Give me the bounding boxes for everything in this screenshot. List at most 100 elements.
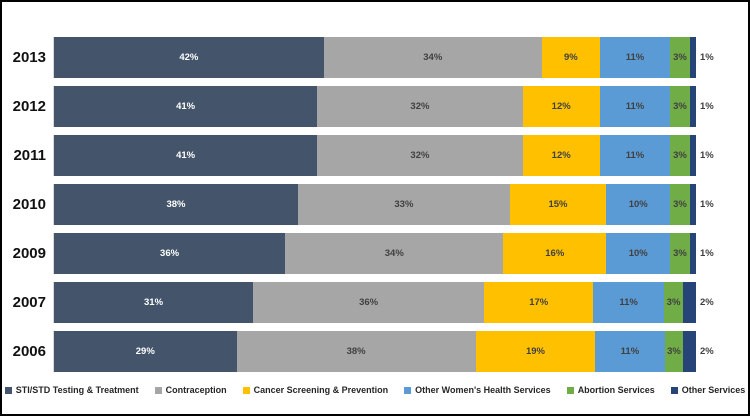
- legend-item-label: Contraception: [165, 385, 227, 395]
- bar-segment-sti-std-testing-treatment: 42%: [54, 37, 324, 78]
- legend-swatch-icon: [154, 386, 162, 394]
- segment-value-label: 10%: [628, 199, 648, 210]
- bar-segment-sti-std-testing-treatment: 36%: [54, 233, 286, 274]
- segment-value-label: 3%: [673, 52, 687, 63]
- bar-segment-cancer-screening-prevention: 12%: [522, 135, 600, 176]
- bar-segment-other-services: [683, 282, 697, 323]
- segment-value-label: 10%: [628, 248, 648, 259]
- segment-value-label: 36%: [359, 297, 379, 308]
- segment-value-label-outside: 1%: [700, 52, 714, 63]
- bar-segment-contraception: 32%: [317, 86, 523, 127]
- bar-segment-cancer-screening-prevention: 15%: [509, 184, 607, 225]
- legend-swatch-icon: [566, 386, 574, 394]
- bar-segment-abortion-services: 3%: [670, 37, 690, 78]
- year-label: 2007: [12, 294, 46, 311]
- segment-value-label: 34%: [384, 248, 404, 259]
- bar-segment-abortion-services: 3%: [670, 135, 690, 176]
- segment-value-label: 32%: [410, 101, 430, 112]
- segment-value-label: 3%: [667, 346, 681, 357]
- segment-value-label: 3%: [673, 248, 687, 259]
- bar-segment-cancer-screening-prevention: 16%: [503, 233, 607, 274]
- segment-value-label: 11%: [619, 297, 638, 308]
- segment-value-label: 33%: [394, 199, 414, 210]
- segment-value-label: 38%: [346, 346, 366, 357]
- segment-value-label: 31%: [144, 297, 164, 308]
- legend-swatch-icon: [670, 386, 678, 394]
- year-label: 2009: [12, 245, 46, 262]
- bar-segment-abortion-services: 3%: [670, 184, 690, 225]
- legend-item-sti-std-testing-treatment: STI/STD Testing & Treatment: [4, 385, 139, 395]
- bar-segment-contraception: 36%: [253, 282, 485, 323]
- year-label: 2011: [13, 147, 46, 164]
- segment-value-label: 12%: [551, 101, 571, 112]
- bar-segment-sti-std-testing-treatment: 31%: [54, 282, 254, 323]
- segment-value-label: 15%: [548, 199, 568, 210]
- bar-segment-other-services: [689, 37, 697, 78]
- segment-value-label-outside: 1%: [700, 150, 714, 161]
- segment-value-label: 17%: [529, 297, 549, 308]
- bar-track: 42% 34% 9% 11% 3%: [53, 37, 697, 78]
- segment-value-label: 11%: [625, 52, 645, 63]
- bar-row: 2012 41% 32% 12% 11% 3% 1%: [2, 86, 748, 127]
- year-label: 2006: [12, 343, 46, 360]
- bar-segment-abortion-services: 3%: [670, 86, 690, 127]
- bar-segment-other-services: [689, 184, 696, 225]
- segment-value-label: 3%: [673, 199, 687, 210]
- legend-item-label: Abortion Services: [577, 385, 655, 395]
- segment-value-label: 41%: [176, 101, 196, 112]
- bar-segment-other-women-s-health-services: 11%: [595, 331, 665, 372]
- bar-segment-other-women-s-health-services: 11%: [593, 282, 664, 323]
- bar-row: 2009 36% 34% 16% 10% 3% 1%: [2, 233, 748, 274]
- segment-value-label: 3%: [673, 150, 687, 161]
- bar-segment-contraception: 38%: [236, 331, 476, 372]
- bar-segment-cancer-screening-prevention: 9%: [541, 37, 600, 78]
- legend: STI/STD Testing & Treatment Contraception…: [2, 385, 748, 395]
- segment-value-label-outside: 1%: [700, 199, 714, 210]
- year-label: 2013: [12, 49, 46, 66]
- segment-value-label: 34%: [423, 52, 443, 63]
- segment-value-label: 11%: [625, 101, 645, 112]
- bar-segment-abortion-services: 3%: [664, 331, 684, 372]
- bar-row: 2013 42% 34% 9% 11% 3% 1%: [2, 37, 748, 78]
- segment-value-label: 3%: [666, 297, 681, 308]
- bar-segment-abortion-services: 3%: [670, 233, 690, 274]
- bar-segment-other-services: [689, 86, 697, 127]
- segment-value-label: 12%: [551, 150, 571, 161]
- bar-segment-sti-std-testing-treatment: 29%: [54, 331, 237, 372]
- segment-value-label: 36%: [160, 248, 180, 259]
- bar-row: 2006 29% 38% 19% 11% 3% 2%: [2, 331, 748, 372]
- legend-item-label: Other Services: [681, 385, 746, 395]
- bar-segment-other-women-s-health-services: 11%: [599, 37, 671, 78]
- legend-item-contraception: Contraception: [154, 385, 227, 395]
- segment-value-label: 41%: [176, 150, 196, 161]
- segment-value-label: 32%: [410, 150, 430, 161]
- legend-item-other-services: Other Services: [670, 385, 746, 395]
- bar-segment-contraception: 33%: [297, 184, 510, 225]
- legend-item-label: Other Women's Health Services: [415, 385, 551, 395]
- legend-swatch-icon: [242, 386, 250, 394]
- legend-swatch-icon: [404, 386, 412, 394]
- bar-segment-contraception: 34%: [285, 233, 504, 274]
- bar-segment-contraception: 34%: [323, 37, 542, 78]
- bar-segment-other-services: [683, 331, 696, 372]
- bar-row: 2011 41% 32% 12% 11% 3% 1%: [2, 135, 748, 176]
- segment-value-label-outside: 2%: [700, 297, 714, 308]
- legend-item-other-women-s-health-services: Other Women's Health Services: [404, 385, 551, 395]
- bar-segment-cancer-screening-prevention: 17%: [484, 282, 594, 323]
- bar-segment-other-women-s-health-services: 11%: [599, 86, 671, 127]
- segment-value-label: 11%: [625, 150, 645, 161]
- bar-segment-sti-std-testing-treatment: 38%: [54, 184, 298, 225]
- bar-segment-sti-std-testing-treatment: 41%: [54, 86, 318, 127]
- bar-row: 2010 38% 33% 15% 10% 3% 1%: [2, 184, 748, 225]
- bar-segment-sti-std-testing-treatment: 41%: [54, 135, 318, 176]
- legend-item-abortion-services: Abortion Services: [566, 385, 655, 395]
- bar-segment-other-women-s-health-services: 11%: [599, 135, 671, 176]
- segment-value-label: 19%: [525, 346, 545, 357]
- segment-value-label-outside: 2%: [700, 346, 714, 357]
- bar-track: 31% 36% 17% 11% 3%: [53, 282, 697, 323]
- bar-track: 41% 32% 12% 11% 3%: [53, 135, 697, 176]
- bar-segment-abortion-services: 3%: [663, 282, 684, 323]
- segment-value-label: 3%: [673, 101, 687, 112]
- legend-item-cancer-screening-prevention: Cancer Screening & Prevention: [242, 385, 388, 395]
